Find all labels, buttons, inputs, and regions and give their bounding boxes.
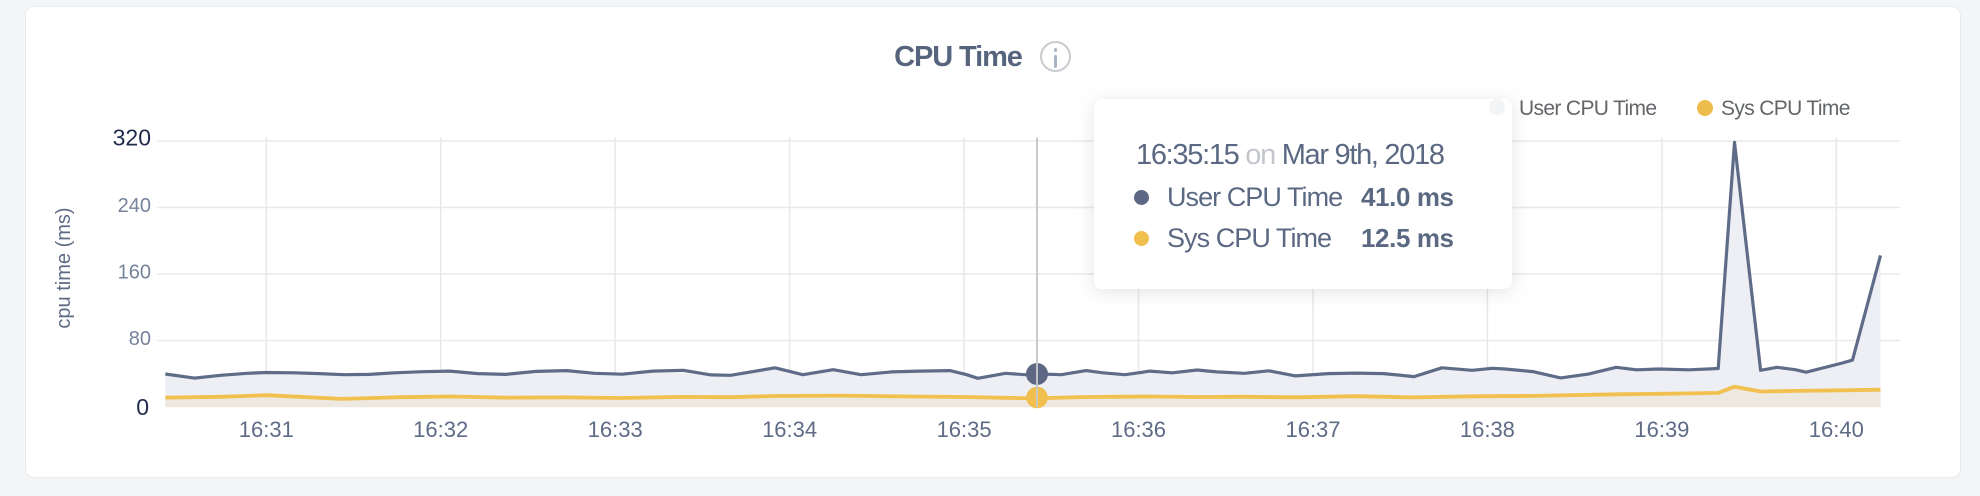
svg-text:16:34: 16:34 (762, 417, 817, 442)
svg-text:240: 240 (118, 195, 151, 217)
svg-text:16:32: 16:32 (413, 417, 468, 442)
svg-text:160: 160 (118, 262, 151, 284)
svg-text:cpu time (ms): cpu time (ms) (53, 207, 75, 328)
svg-text:16:40: 16:40 (1809, 417, 1864, 442)
svg-text:0: 0 (136, 394, 149, 420)
svg-text:16:39: 16:39 (1634, 417, 1689, 442)
svg-text:16:38: 16:38 (1460, 417, 1515, 442)
svg-text:320: 320 (113, 125, 151, 151)
svg-text:16:33: 16:33 (588, 417, 643, 442)
svg-text:16:37: 16:37 (1285, 417, 1340, 442)
svg-text:80: 80 (129, 328, 151, 350)
svg-text:16:31: 16:31 (239, 417, 294, 442)
svg-text:16:36: 16:36 (1111, 417, 1166, 442)
svg-text:16:35: 16:35 (937, 417, 992, 442)
